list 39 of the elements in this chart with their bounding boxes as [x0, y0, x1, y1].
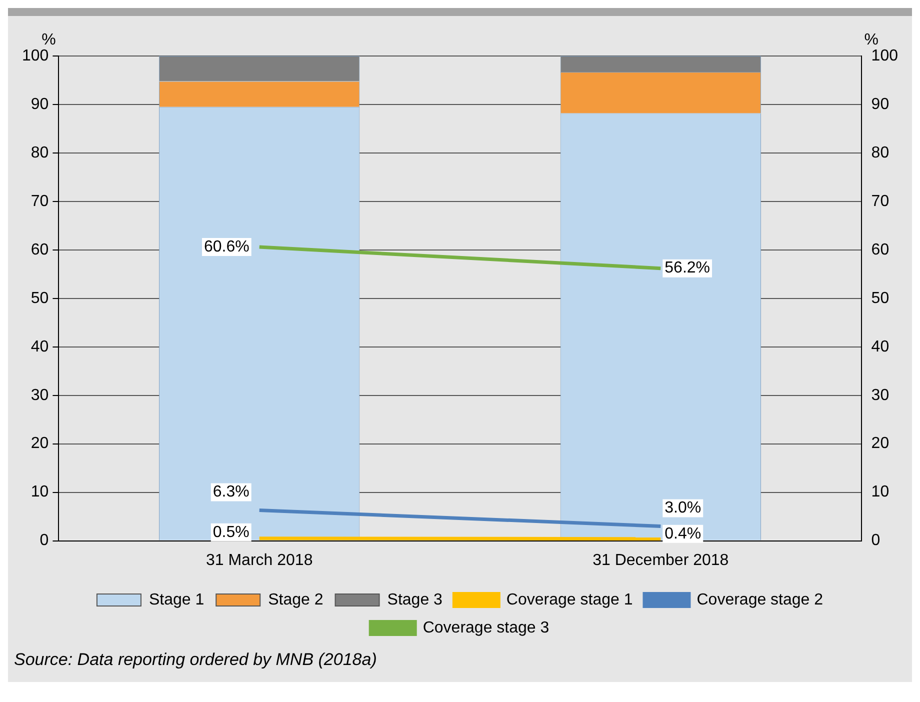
data-label: 60.6%: [204, 238, 250, 256]
data-label: 0.5%: [212, 524, 250, 541]
y-tick-label: 40: [30, 338, 49, 356]
x-tick-label: 31 March 2018: [206, 552, 313, 569]
y2-tick-label: 80: [871, 144, 890, 162]
y2-tick-label: 20: [871, 435, 890, 452]
y2-tick-label: 0: [871, 532, 880, 550]
y2-tick-label: 60: [871, 241, 890, 258]
y2-tick-label: 70: [871, 192, 890, 210]
y-tick-label: 30: [30, 386, 49, 404]
legend-label: Coverage stage 3: [422, 619, 550, 636]
y2-tick-label: 10: [871, 484, 890, 501]
y2-tick-label: 50: [871, 290, 890, 307]
y-tick-label: 80: [30, 144, 49, 162]
data-label: 3.0%: [664, 500, 702, 517]
legend-label: Stage 3: [387, 591, 443, 608]
y2-axis-title: %: [864, 31, 878, 48]
data-label: 6.3%: [212, 484, 250, 501]
y-tick-label: 50: [30, 290, 49, 307]
data-label: 0.4%: [664, 525, 702, 542]
x-tick-label: 31 December 2018: [592, 552, 729, 569]
source-note: Source: Data reporting ordered by MNB (2018a): [13, 649, 378, 671]
y2-tick-label: 100: [871, 47, 898, 64]
legend-label: Stage 1: [148, 591, 204, 608]
y-tick-label: 90: [30, 96, 49, 113]
legend-label: Stage 2: [268, 591, 324, 608]
y2-tick-label: 30: [871, 386, 890, 404]
data-label: 56.2%: [664, 260, 710, 277]
y-tick-label: 20: [30, 435, 49, 452]
y-tick-label: 0: [40, 532, 49, 550]
y2-tick-label: 40: [871, 338, 890, 356]
y-axis-title: %: [42, 31, 56, 48]
y-tick-label: 60: [30, 241, 49, 258]
y2-tick-label: 90: [871, 96, 890, 113]
legend-label: Coverage stage 2: [696, 591, 824, 608]
y-tick-label: 70: [30, 192, 49, 210]
y-tick-label: 100: [22, 47, 49, 64]
y-tick-label: 10: [30, 484, 49, 501]
legend-label: Coverage stage 1: [506, 591, 633, 608]
